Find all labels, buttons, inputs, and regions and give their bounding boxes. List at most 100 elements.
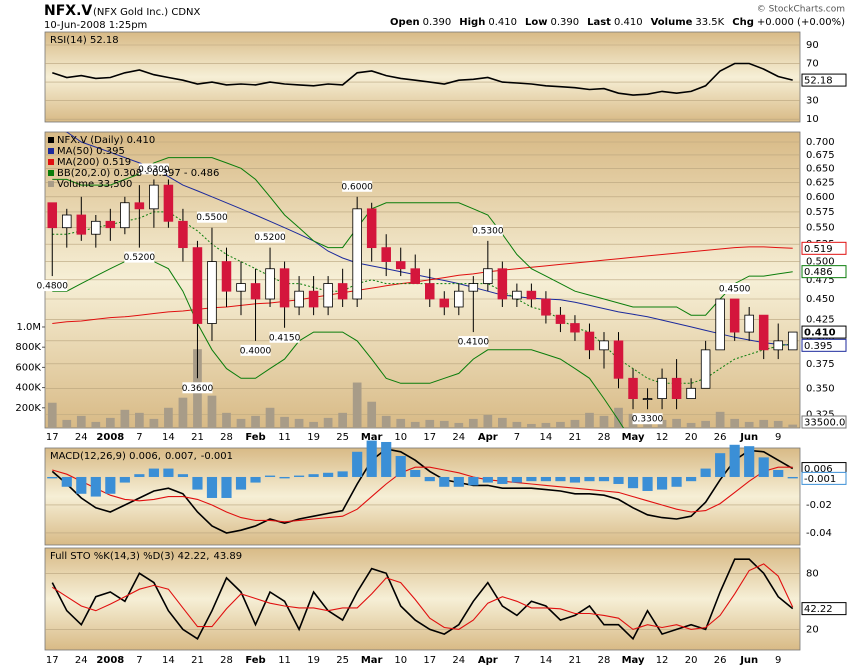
company: (NFX Gold Inc.) CDNX <box>93 7 201 18</box>
candle-body <box>700 349 711 389</box>
legend-swatch <box>48 170 54 176</box>
volume-bar <box>701 420 710 428</box>
price-label: 0.4500 <box>719 285 751 295</box>
x-tick-label: 9 <box>775 655 781 666</box>
quote: Open 0.390 High 0.410 Low 0.390 Last 0.410 Volum… <box>390 17 845 28</box>
volume-bar <box>439 420 449 428</box>
candle-body <box>526 290 537 300</box>
x-tick-label: 7 <box>514 655 520 666</box>
volume-bar <box>105 417 115 428</box>
y-tick-label: 0.650 <box>806 163 835 174</box>
volume-bar <box>280 416 289 428</box>
legend-entry: MACD(12,26,9) 0.006, <box>50 451 161 462</box>
price-plot <box>47 132 798 428</box>
legend-swatch <box>48 181 54 187</box>
histogram-bar <box>206 476 218 498</box>
histogram-bar <box>279 476 290 479</box>
volume-bar <box>570 419 580 428</box>
value-tag-label: 0.006 <box>804 464 833 475</box>
volume-bar <box>251 415 260 428</box>
histogram-bar <box>497 476 508 484</box>
x-tick-label: 14 <box>540 655 553 666</box>
x-tick-label: Jun <box>739 655 758 666</box>
volume-bar <box>178 397 188 428</box>
x-tick-label: Apr <box>478 432 498 443</box>
candle-body <box>294 290 304 308</box>
x-tick-label: 28 <box>220 655 233 666</box>
candle-body <box>105 220 116 229</box>
legend-entry: MA(50) 0.395 <box>57 146 125 157</box>
candle-body <box>555 314 566 324</box>
value-tag <box>801 265 847 279</box>
price-label: 0.4800 <box>37 282 69 292</box>
volume-bar <box>236 418 246 428</box>
y-tick-label: 0.450 <box>806 294 835 305</box>
histogram-bar <box>134 474 145 477</box>
volume-bar <box>76 415 86 428</box>
x-tick-label: Feb <box>245 655 265 666</box>
quote-value: 33.5K <box>695 17 724 28</box>
candle-body <box>425 283 435 300</box>
histogram-bar <box>90 476 101 497</box>
candle-body <box>744 314 754 333</box>
x-tick-label: 2008 <box>96 655 124 666</box>
candle-body <box>366 208 377 249</box>
candle-body <box>439 298 450 308</box>
volume-bar <box>599 415 609 428</box>
histogram-bar <box>773 469 784 477</box>
candle-body <box>613 340 624 379</box>
volume-bar <box>512 421 522 428</box>
legend-swatch <box>48 159 54 165</box>
panel <box>44 31 801 123</box>
candle-body <box>671 377 682 399</box>
candle-body <box>91 220 101 235</box>
candle-body <box>265 268 275 300</box>
volume-bar <box>47 402 57 428</box>
volume-bar <box>788 424 798 428</box>
y-tick-label: 0.500 <box>806 257 835 268</box>
candle-body <box>686 387 696 399</box>
candle-body <box>454 290 464 308</box>
x-tick-label: 12 <box>656 432 669 443</box>
volume-bar <box>773 420 783 428</box>
value-tag-label: 0.395 <box>804 341 833 352</box>
volume-bar <box>120 409 130 428</box>
candle-body <box>279 268 290 308</box>
x-tick-label: 12 <box>656 655 669 666</box>
histogram-bar <box>613 476 624 484</box>
y-tick-label: -0.02 <box>806 500 832 511</box>
volume-bar <box>483 414 493 428</box>
series-line <box>52 466 793 523</box>
x-tick-label: Apr <box>478 655 498 666</box>
x-tick-label: 21 <box>191 432 204 443</box>
x-tick-label: 19 <box>307 432 320 443</box>
volume-bar <box>454 422 464 428</box>
symbol: NFX.V <box>44 3 92 19</box>
histogram-bar <box>598 476 610 482</box>
legend-swatch <box>48 148 54 154</box>
histogram-bar <box>642 476 653 491</box>
volume-bar <box>410 421 420 428</box>
y-tick-label: 90 <box>806 40 819 51</box>
price-label-box <box>458 336 489 348</box>
candle-body <box>497 268 508 300</box>
candle-body <box>250 283 261 300</box>
candle-body <box>483 268 493 284</box>
x-tick-label: 14 <box>540 432 553 443</box>
histogram-bar <box>47 476 58 479</box>
quote-label: Chg <box>732 17 754 28</box>
candle-body <box>308 290 319 308</box>
volume-bar <box>294 418 304 428</box>
price-label-box <box>124 251 155 263</box>
value-tag <box>801 241 847 255</box>
price-label: 0.4000 <box>240 346 272 356</box>
histogram-bar <box>221 476 232 498</box>
legend-entry: 43.89 <box>213 551 242 562</box>
candle-body <box>584 331 595 351</box>
volume-tick-label: 200K <box>15 403 41 414</box>
volume-bar <box>527 423 536 428</box>
y-tick-label: 30 <box>806 96 819 107</box>
y-tick-label: 0.575 <box>806 207 835 218</box>
y-tick-label: 80 <box>806 568 819 579</box>
x-tick-label: 11 <box>278 655 291 666</box>
